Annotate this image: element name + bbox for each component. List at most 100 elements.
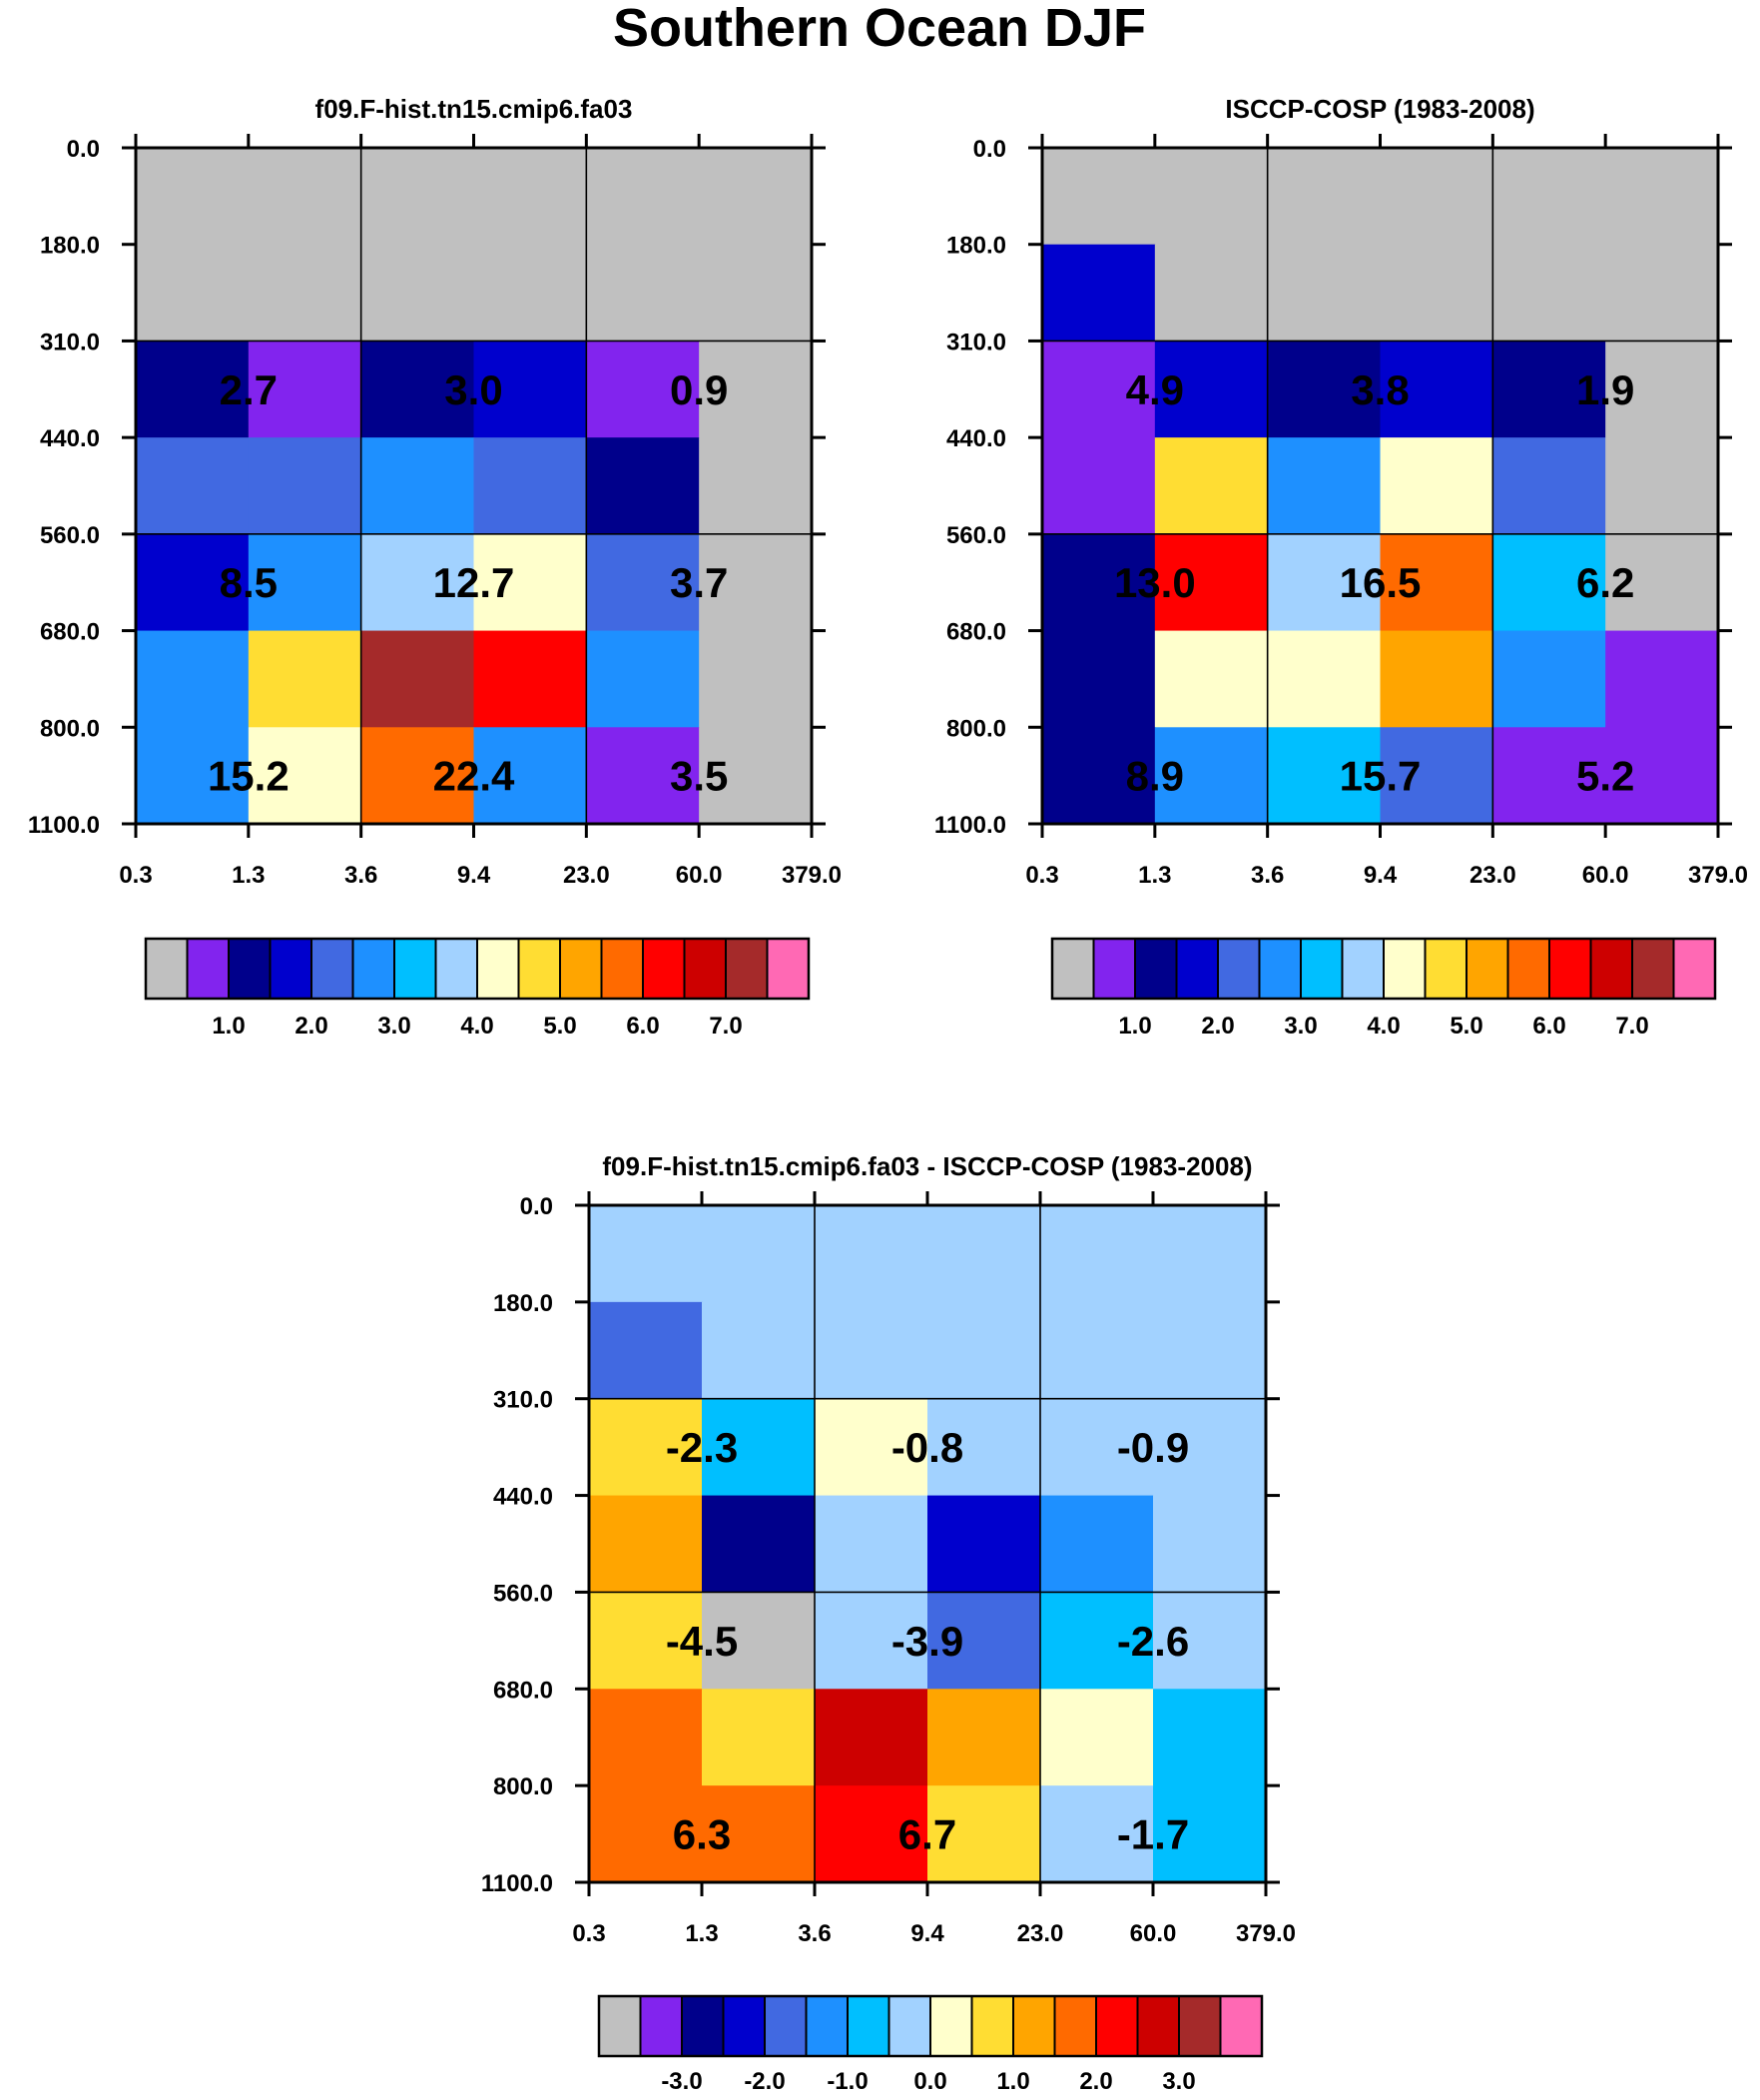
cell-value-label: 3.8 xyxy=(1351,366,1409,413)
heatmap-cell xyxy=(136,437,250,535)
colorbar-label: 3.0 xyxy=(1284,1013,1317,1040)
heatmap-cell xyxy=(699,341,813,438)
heatmap-cell xyxy=(1492,630,1606,728)
heatmap-cell xyxy=(360,533,475,632)
x-tick-label: 0.3 xyxy=(119,862,152,889)
heatmap-cell xyxy=(1267,148,1382,246)
cell-value-label: 4.9 xyxy=(1126,366,1184,413)
heatmap-cell xyxy=(1267,244,1382,343)
y-tick-label: 0.0 xyxy=(520,1193,553,1220)
x-tick-label: 1.3 xyxy=(685,1920,718,1947)
heatmap-cell xyxy=(1154,341,1269,438)
heatmap-cell xyxy=(1605,533,1719,632)
colorbar-label: 1.0 xyxy=(996,2068,1029,2095)
x-tick-label: 9.4 xyxy=(457,862,491,889)
heatmap-cell xyxy=(360,437,475,535)
y-tick-label: 180.0 xyxy=(946,233,1006,260)
cell-value-label: 1.9 xyxy=(1576,366,1634,413)
colorbar: 1.0 2.0 3.0 4.0 5.0 6.0 7.0 xyxy=(144,937,811,1040)
colorbar-label: 1.0 xyxy=(212,1013,245,1040)
colorbar-swatch xyxy=(1175,938,1219,1000)
heatmap-cell xyxy=(1042,727,1156,825)
cell-value-label: -4.5 xyxy=(666,1618,738,1665)
y-tick-label: 310.0 xyxy=(946,329,1006,355)
heatmap-cell xyxy=(927,1592,1041,1690)
x-tick-label: 23.0 xyxy=(563,862,610,889)
heatmap-cell xyxy=(1492,533,1606,632)
y-tick-label: 0.0 xyxy=(973,136,1006,163)
heatmap-cell xyxy=(248,437,362,535)
heatmap-cell xyxy=(702,1398,816,1497)
colorbar-swatch xyxy=(1012,1995,1056,2057)
colorbar-label: 3.0 xyxy=(1162,2068,1195,2095)
heatmap-cell xyxy=(248,727,362,825)
heatmap-cell xyxy=(1267,727,1382,825)
cell-value-label: -3.9 xyxy=(891,1618,963,1665)
colorbar-swatch xyxy=(764,1995,808,2057)
colorbar-label: 1.0 xyxy=(1118,1013,1151,1040)
colorbar-label: 7.0 xyxy=(1615,1013,1648,1040)
colorbar: 1.0 2.0 3.0 4.0 5.0 6.0 7.0 xyxy=(1050,937,1717,1040)
heatmap-cell xyxy=(248,244,362,343)
heatmap-cell xyxy=(1380,148,1493,246)
cell-value-label: 3.7 xyxy=(670,559,728,606)
heatmap-cell xyxy=(1492,437,1606,535)
heatmap-cell xyxy=(586,630,700,728)
heatmap-cell xyxy=(1267,533,1382,632)
colorbar-swatch xyxy=(639,1995,683,2057)
heatmap-cell xyxy=(927,1785,1041,1883)
heatmap-cell xyxy=(589,1205,703,1303)
colorbar-label: 6.0 xyxy=(1532,1013,1565,1040)
heatmap-cell xyxy=(586,437,700,535)
x-tick-label: 379.0 xyxy=(1236,1920,1296,1947)
heatmap-cell xyxy=(136,533,250,632)
heatmap-cell xyxy=(815,1785,928,1883)
x-tick-label: 3.6 xyxy=(1251,862,1284,889)
heatmap-cell xyxy=(815,1398,928,1497)
heatmap-cell xyxy=(1040,1592,1154,1690)
y-tick-label: 310.0 xyxy=(493,1387,553,1414)
colorbar-swatch xyxy=(683,938,727,1000)
heatmap-cell xyxy=(927,1689,1041,1786)
panel-1: f09.F-hist.tn15.cmip6.fa03 0.0 180.0 310.0 4… xyxy=(28,94,842,1040)
heatmap-cell xyxy=(1042,244,1156,343)
x-tick-label: 60.0 xyxy=(1130,1920,1177,1947)
y-tick-label: 800.0 xyxy=(946,715,1006,742)
y-tick-label: 440.0 xyxy=(493,1484,553,1511)
colorbar-swatch xyxy=(1589,938,1633,1000)
colorbar-swatch xyxy=(1300,938,1344,1000)
colorbar-swatch xyxy=(1672,938,1716,1000)
heatmap-cell xyxy=(702,1301,816,1400)
colorbar-label: 2.0 xyxy=(294,1013,327,1040)
colorbar-swatch xyxy=(1134,938,1178,1000)
cell-value-label: 6.3 xyxy=(673,1811,731,1858)
y-tick-label: 310.0 xyxy=(40,329,100,355)
colorbar-swatch xyxy=(929,1995,973,2057)
heatmap-cell xyxy=(1605,727,1719,825)
heatmap-cell xyxy=(1380,630,1493,728)
heatmap-cell xyxy=(699,533,813,632)
colorbar-swatch xyxy=(1424,938,1467,1000)
heatmap-cell xyxy=(1042,437,1156,535)
colorbar-label: 5.0 xyxy=(543,1013,576,1040)
heatmap-cell xyxy=(702,1205,816,1303)
y-tick-label: 1100.0 xyxy=(934,812,1006,839)
colorbar-swatch xyxy=(887,1995,931,2057)
heatmap-cell xyxy=(699,727,813,825)
heatmap-cell xyxy=(360,630,475,728)
colorbar-swatch xyxy=(434,938,478,1000)
heatmap-cell xyxy=(815,1592,928,1690)
heatmap-cell xyxy=(136,341,250,438)
colorbar-swatch xyxy=(1258,938,1302,1000)
heatmap-cell xyxy=(1605,341,1719,438)
colorbar-swatch xyxy=(766,938,810,1000)
x-tick-label: 379.0 xyxy=(1688,862,1748,889)
heatmap-cell xyxy=(360,244,475,343)
colorbar-swatch xyxy=(847,1995,890,2057)
heatmap-cell xyxy=(699,437,813,535)
y-tick-label: 1100.0 xyxy=(481,1870,553,1897)
heatmap-cell xyxy=(1153,1205,1267,1303)
y-tick-label: 440.0 xyxy=(40,425,100,452)
colorbar-swatch xyxy=(1383,938,1427,1000)
heatmap-cell xyxy=(1492,341,1606,438)
